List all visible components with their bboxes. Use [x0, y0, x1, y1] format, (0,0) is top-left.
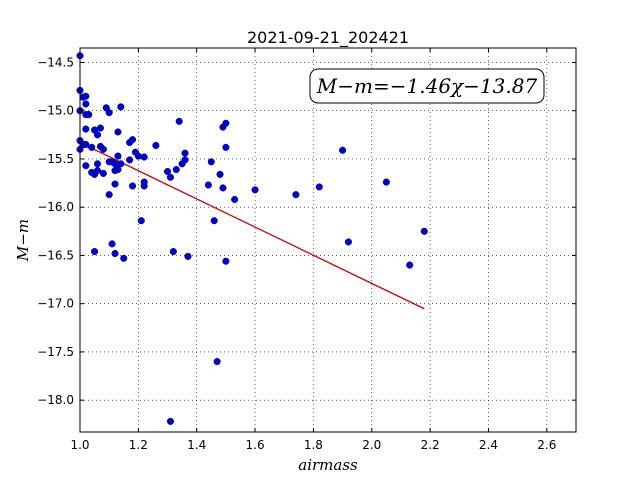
data-point: [231, 195, 239, 204]
data-point: [181, 149, 189, 157]
plot-frame: [79, 47, 577, 433]
fit-line: [79, 141, 425, 310]
axis-ticks: 1.0 1.2 1.4 1.6 1.8 2.0 2.2 2.4 2.6 −14.5 −15.0 −15…: [37, 48, 576, 452]
annotation-box: [309, 68, 545, 104]
data-point: [172, 166, 180, 174]
data-point: [152, 141, 160, 149]
data-point: [99, 145, 107, 153]
x-tick-label: 2.4: [479, 438, 498, 452]
y-tick-label: −14.5: [37, 55, 74, 69]
x-tick-label: 1.0: [70, 438, 89, 452]
data-point: [93, 166, 102, 175]
data-point: [105, 109, 113, 117]
y-tick-label: −17.0: [37, 297, 74, 311]
data-point: [406, 261, 414, 269]
x-tick-label: 1.8: [304, 438, 323, 452]
data-point: [210, 217, 218, 225]
data-point: [315, 183, 323, 191]
data-point: [85, 111, 93, 119]
data-point: [117, 103, 125, 111]
data-point: [114, 166, 122, 174]
chart-title: 2021-09-21_202421: [247, 28, 409, 48]
data-point: [292, 191, 300, 199]
data-point: [420, 227, 428, 235]
data-point: [204, 181, 212, 189]
x-tick-label: 1.2: [129, 438, 148, 452]
data-point: [169, 248, 177, 256]
y-tick-label: −15.5: [37, 152, 74, 166]
data-point: [117, 160, 125, 168]
data-point: [222, 119, 230, 127]
data-point: [111, 180, 119, 188]
data-point: [344, 238, 352, 246]
data-point: [251, 186, 259, 194]
fit-annotation: M−m=−1.46χ−13.87: [309, 68, 545, 104]
data-point: [175, 117, 183, 125]
grid: [79, 48, 576, 432]
data-point: [216, 170, 224, 178]
data-point: [88, 143, 96, 151]
data-point: [213, 358, 221, 366]
data-point: [222, 257, 230, 265]
x-axis-label: airmass: [298, 456, 358, 474]
y-tick-label: −16.0: [37, 200, 74, 214]
data-point: [128, 182, 137, 190]
data-point: [82, 162, 90, 170]
annotation-text: M−m=−1.46χ−13.87: [316, 74, 538, 98]
data-point: [82, 140, 90, 149]
data-point: [140, 178, 148, 186]
data-point: [134, 152, 142, 160]
data-point: [120, 254, 128, 262]
data-point: [91, 248, 99, 256]
data-point: [105, 191, 113, 199]
y-tick-label: −18.0: [37, 393, 74, 407]
data-point: [207, 158, 215, 166]
data-point: [382, 178, 390, 186]
data-point: [184, 252, 192, 260]
data-point: [114, 128, 122, 136]
y-tick-label: −16.5: [37, 248, 74, 262]
data-point: [93, 160, 102, 168]
y-tick-label: −15.0: [37, 104, 74, 118]
data-point: [339, 146, 347, 154]
data-point: [181, 156, 189, 164]
y-axis-label: M−m: [14, 219, 32, 262]
data-point: [111, 249, 119, 258]
x-tick-label: 1.4: [187, 438, 206, 452]
data-point: [82, 125, 90, 133]
x-tick-label: 1.6: [246, 438, 265, 452]
data-point: [166, 417, 174, 425]
data-point: [114, 152, 122, 160]
y-tick-label: −17.5: [37, 345, 74, 359]
data-point: [126, 156, 134, 164]
x-tick-label: 2.0: [362, 438, 381, 452]
data-point: [140, 153, 148, 161]
data-point: [137, 217, 145, 225]
data-point: [219, 184, 227, 192]
data-point: [163, 167, 172, 176]
data-point: [82, 100, 90, 108]
data-point: [96, 124, 104, 132]
fit-line-group: [79, 141, 425, 310]
data-point: [99, 169, 107, 177]
x-tick-label: 2.6: [537, 438, 556, 452]
data-points: [76, 52, 428, 425]
x-tick-label: 2.2: [421, 438, 440, 452]
data-point: [222, 143, 230, 151]
data-point: [82, 92, 90, 100]
data-point: [128, 136, 137, 144]
data-point: [108, 240, 116, 248]
data-point: [166, 173, 174, 181]
data-point: [93, 131, 102, 139]
